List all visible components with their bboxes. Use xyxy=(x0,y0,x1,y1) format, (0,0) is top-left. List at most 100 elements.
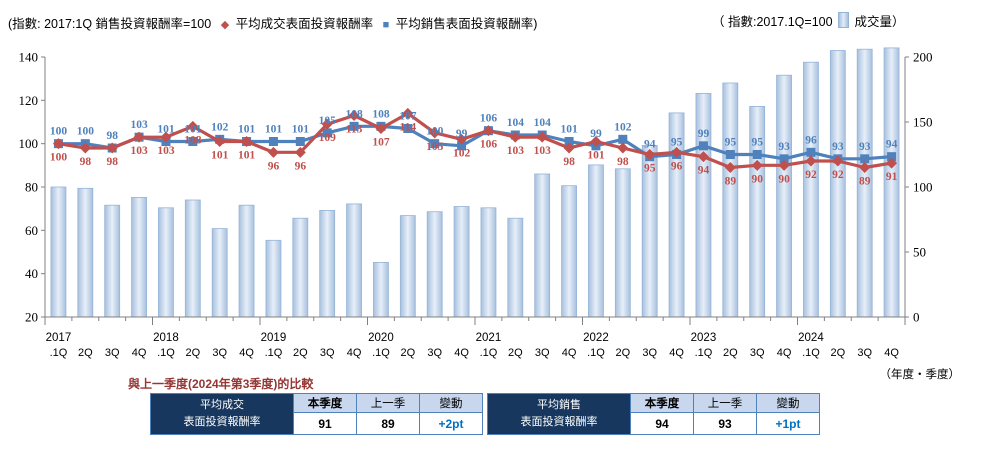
sales-marker xyxy=(564,137,574,146)
deal-marker xyxy=(375,123,387,134)
volume-bar xyxy=(534,173,551,318)
deal-marker xyxy=(106,142,118,154)
volume-bar xyxy=(346,203,362,318)
quarter-label: .1Q xyxy=(802,347,820,359)
quarter-label: 3Q xyxy=(212,347,227,359)
year-label: 2023 xyxy=(691,332,717,344)
sales-current-value: 94 xyxy=(630,412,694,435)
quarter-label: 2Q xyxy=(615,347,630,359)
sales-marker xyxy=(268,137,278,146)
col-header-current: 本季度 xyxy=(293,393,357,413)
quarter-label: 2Q xyxy=(185,347,200,359)
quarter-label: 3Q xyxy=(427,347,442,359)
deal-data-label: 94 xyxy=(698,165,710,177)
legend-volume-label: 成交量） xyxy=(854,15,905,29)
sales-data-label: 95 xyxy=(725,137,737,149)
deal-marker xyxy=(886,157,898,169)
col-header-change: 變動 xyxy=(419,393,483,413)
deal-data-label: 89 xyxy=(859,176,871,188)
deal-data-label: 98 xyxy=(106,156,118,168)
quarter-label: 2Q xyxy=(723,347,738,359)
legend-volume-prefix: （ 指數:2017.1Q=100 xyxy=(712,15,833,29)
deal-marker xyxy=(617,142,629,154)
sales-marker xyxy=(295,137,305,146)
sales-data-label: 103 xyxy=(130,119,148,131)
volume-bar xyxy=(453,206,470,318)
sales-data-label: 102 xyxy=(211,121,229,133)
row-header-line2: 表面投資報酬率 xyxy=(520,416,598,428)
quarter-label: 2Q xyxy=(400,347,415,359)
right-axis-label: 150 xyxy=(913,115,933,130)
quarter-label: .1Q xyxy=(50,347,68,359)
deal-data-label: 102 xyxy=(453,147,471,159)
deal-data-label: 103 xyxy=(507,145,525,157)
sales-data-label: 101 xyxy=(292,124,310,136)
deal-marker xyxy=(402,107,414,119)
x-axis-note: （年度・季度） xyxy=(879,369,961,381)
deal-data-label: 98 xyxy=(617,156,629,168)
quarter-label: 4Q xyxy=(454,347,469,359)
right-axis-label: 100 xyxy=(913,180,933,195)
quarter-label: 3Q xyxy=(857,347,872,359)
year-label: 2019 xyxy=(261,332,287,344)
sales-change-value: +1pt xyxy=(756,412,820,435)
sales-marker xyxy=(457,141,467,151)
quarter-label: 4Q xyxy=(669,347,684,359)
deal-data-label: 100 xyxy=(50,152,68,164)
sales-previous-value: 93 xyxy=(693,412,757,435)
sales-marker xyxy=(779,154,789,164)
deal-marker xyxy=(778,159,790,171)
sales-data-label: 101 xyxy=(560,124,578,136)
deal-marker xyxy=(724,162,736,173)
deal-data-label: 114 xyxy=(400,121,417,133)
year-label: 2018 xyxy=(153,332,179,344)
sales-data-label: 100 xyxy=(50,126,68,138)
quarter-label: 3Q xyxy=(320,347,335,359)
volume-bar xyxy=(77,187,94,318)
quarter-label: 2Q xyxy=(78,347,93,359)
sales-marker xyxy=(349,121,359,131)
sales-data-label: 93 xyxy=(778,141,790,153)
deal-marker xyxy=(671,146,683,158)
deal-marker xyxy=(52,138,64,150)
quarter-label: 3Q xyxy=(750,347,765,359)
sales-data-label: 104 xyxy=(507,117,525,129)
left-axis-label: 140 xyxy=(19,50,39,65)
deal-marker xyxy=(348,110,360,121)
deal-marker xyxy=(509,131,521,143)
sales-data-label: 101 xyxy=(238,124,256,136)
left-axis-label: 80 xyxy=(25,180,38,195)
deal-data-label: 98 xyxy=(563,156,575,168)
sales-data-label: 105 xyxy=(319,115,337,127)
quarter-label: .1Q xyxy=(157,347,175,359)
table-row-header: 平均成交 表面投資報酬率 xyxy=(150,393,294,435)
deal-data-label: 101 xyxy=(211,150,229,162)
volume-bar xyxy=(265,239,282,318)
comparison-table-sales: 平均銷售 表面投資報酬率 本季度 上一季 變動 94 93 +1pt xyxy=(487,393,820,435)
deal-data-label: 101 xyxy=(238,150,256,162)
quarter-label: 4Q xyxy=(347,347,362,359)
legend-volume: （ 指數:2017.1Q=100 成交量） xyxy=(712,11,905,30)
col-header-previous: 上一季 xyxy=(356,393,420,413)
volume-bar xyxy=(722,82,739,318)
sales-marker xyxy=(188,137,198,146)
row-header-line2: 表面投資報酬率 xyxy=(183,416,261,428)
deal-marker xyxy=(321,118,333,130)
row-header-line1: 平均成交 xyxy=(200,398,244,411)
deal-marker xyxy=(536,131,548,143)
sales-marker xyxy=(887,152,897,162)
volume-bar xyxy=(399,215,416,318)
sales-data-label: 99 xyxy=(698,128,710,140)
sales-data-label: 98 xyxy=(106,130,118,142)
deal-data-label: 98 xyxy=(80,156,92,168)
year-label: 2017 xyxy=(46,332,72,344)
deal-marker xyxy=(267,146,279,158)
volume-bar xyxy=(426,211,443,318)
year-label: 2020 xyxy=(368,332,394,344)
deal-data-label: 103 xyxy=(534,145,552,157)
deal-data-label: 92 xyxy=(805,169,817,181)
sales-marker xyxy=(860,154,870,164)
legend-index-note: (指數: 2017:1Q 銷售投資報酬率=100 xyxy=(8,17,212,31)
quarter-label: 4Q xyxy=(777,347,792,359)
